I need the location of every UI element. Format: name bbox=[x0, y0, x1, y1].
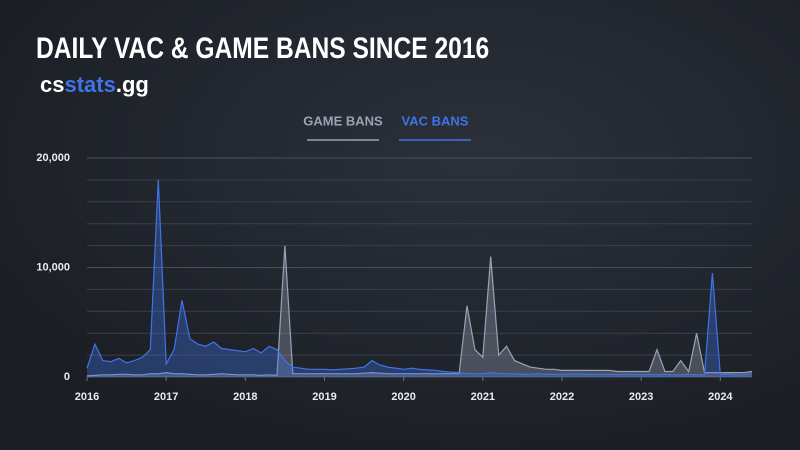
x-tick-label: 2016 bbox=[75, 391, 99, 403]
legend-label: GAME BANS bbox=[303, 113, 383, 128]
brand-part: .gg bbox=[116, 72, 149, 97]
brand: csstats.gg bbox=[40, 72, 149, 97]
x-tick-label: 2017 bbox=[154, 391, 178, 403]
x-tick-label: 2021 bbox=[471, 391, 495, 403]
y-tick-label: 10,000 bbox=[36, 261, 70, 273]
x-tick-label: 2018 bbox=[233, 391, 257, 403]
legend-label: VAC BANS bbox=[402, 113, 469, 128]
x-tick-label: 2020 bbox=[391, 391, 415, 403]
x-tick-label: 2022 bbox=[550, 391, 574, 403]
brand-part: stats bbox=[64, 72, 115, 97]
series-area bbox=[87, 179, 752, 377]
brand-part: cs bbox=[40, 72, 64, 97]
x-tick-label: 2019 bbox=[312, 391, 336, 403]
y-tick-label: 20,000 bbox=[36, 152, 70, 164]
chart-title: DAILY VAC & GAME BANS SINCE 2016 bbox=[36, 31, 489, 65]
series-line bbox=[86, 245, 753, 377]
x-tick-label: 2024 bbox=[708, 391, 733, 403]
y-tick-label: 0 bbox=[64, 371, 70, 383]
x-tick-label: 2023 bbox=[629, 391, 653, 403]
series-line bbox=[86, 179, 753, 376]
